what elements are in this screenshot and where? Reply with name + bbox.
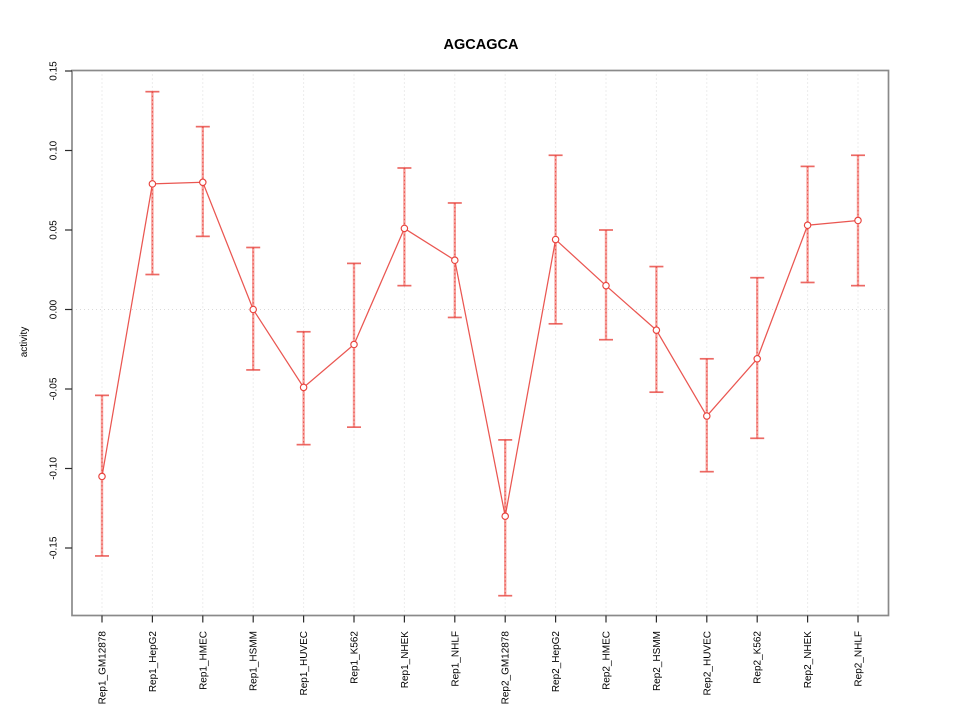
data-point-marker <box>803 221 812 230</box>
data-point-marker <box>249 305 257 314</box>
data-point-marker <box>199 178 207 187</box>
data-point-marker <box>551 235 560 244</box>
y-tick-label: -0.10 <box>49 457 60 480</box>
data-point-marker <box>753 355 761 363</box>
x-tick-label: Rep1_HUVEC <box>299 631 310 695</box>
y-tick-label: -0.15 <box>49 536 60 559</box>
data-point-marker <box>501 512 509 520</box>
data-point-marker <box>652 326 661 334</box>
y-tick-label: 0.00 <box>49 299 60 319</box>
x-tick-label: Rep1_HSMM <box>249 631 260 691</box>
x-tick-label: Rep2_HMEC <box>602 631 613 690</box>
x-tick-label: Rep2_GM12878 <box>501 631 512 705</box>
x-tick-label: Rep2_K562 <box>753 631 764 684</box>
x-tick-label: Rep1_HMEC <box>198 631 209 690</box>
x-tick-label: Rep1_GM12878 <box>98 631 109 705</box>
series-line <box>101 181 859 517</box>
data-point-marker <box>451 256 459 264</box>
data-point-marker <box>148 180 157 188</box>
x-tick-label: Rep1_NHEK <box>400 631 411 689</box>
data-point-marker <box>350 340 358 349</box>
data-point-marker <box>400 224 409 233</box>
chart-title: AGCAGCA <box>444 37 519 53</box>
y-tick-label: -0.05 <box>49 377 60 400</box>
data-point-marker <box>98 472 106 481</box>
data-point-marker <box>602 281 610 290</box>
x-tick-label: Rep2_HepG2 <box>551 631 562 693</box>
plot-box <box>71 69 890 617</box>
y-axis-label: activity <box>19 327 30 358</box>
data-point-marker <box>703 412 711 420</box>
x-tick-label: Rep1_NHLF <box>450 631 461 687</box>
x-tick-label: Rep2_HUVEC <box>702 631 713 695</box>
y-tick-label: 0.15 <box>49 61 60 81</box>
data-point-marker <box>854 216 862 225</box>
plot-body: -0.15 -0.10 -0.05 0.00 0.05 0.10 0.15 Rep1_GM12… <box>49 61 890 705</box>
data-point-marker <box>299 383 308 392</box>
x-tick-label: Rep1_K562 <box>350 631 361 684</box>
x-tick-label: Rep2_NHEK <box>803 631 814 689</box>
x-tick-label: Rep1_HepG2 <box>148 631 159 693</box>
y-tick-label: 0.05 <box>49 220 60 240</box>
y-tick-label: 0.10 <box>49 140 60 160</box>
x-tick-label: Rep2_NHLF <box>854 631 865 687</box>
x-tick-label: Rep2_HSMM <box>652 631 663 691</box>
